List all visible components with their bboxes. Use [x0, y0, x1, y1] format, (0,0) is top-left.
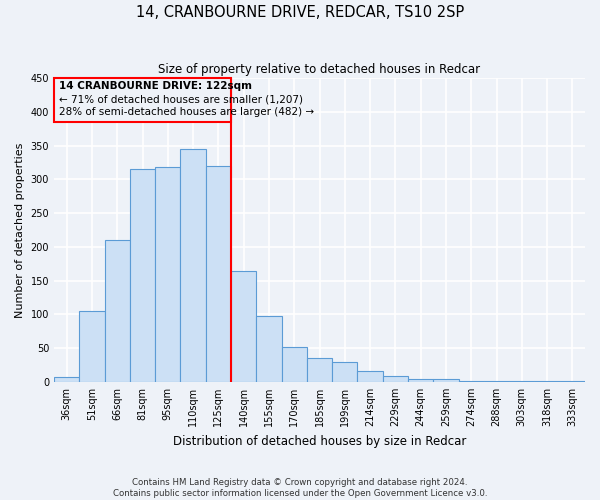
Bar: [256, 316, 281, 382]
Bar: [231, 270, 256, 382]
Bar: [79, 311, 104, 382]
X-axis label: Distribution of detached houses by size in Redcar: Distribution of detached houses by size …: [173, 434, 466, 448]
Bar: [104, 240, 130, 382]
Text: Contains HM Land Registry data © Crown copyright and database right 2024.
Contai: Contains HM Land Registry data © Crown c…: [113, 478, 487, 498]
Y-axis label: Number of detached properties: Number of detached properties: [15, 142, 25, 318]
Text: 14, CRANBOURNE DRIVE, REDCAR, TS10 2SP: 14, CRANBOURNE DRIVE, REDCAR, TS10 2SP: [136, 5, 464, 20]
Title: Size of property relative to detached houses in Redcar: Size of property relative to detached ho…: [158, 62, 481, 76]
Bar: [307, 358, 332, 382]
Bar: [383, 376, 408, 382]
Text: ← 71% of detached houses are smaller (1,207): ← 71% of detached houses are smaller (1,…: [59, 94, 303, 104]
Bar: [54, 377, 79, 382]
Bar: [206, 166, 231, 382]
Bar: [155, 167, 181, 382]
Bar: [130, 168, 155, 382]
Bar: [358, 371, 383, 382]
Bar: [433, 378, 458, 382]
Bar: [408, 378, 433, 382]
Bar: [181, 149, 206, 382]
Bar: [281, 348, 307, 382]
Bar: [332, 362, 358, 382]
FancyBboxPatch shape: [54, 78, 231, 122]
Text: 14 CRANBOURNE DRIVE: 122sqm: 14 CRANBOURNE DRIVE: 122sqm: [59, 82, 252, 92]
Text: 28% of semi-detached houses are larger (482) →: 28% of semi-detached houses are larger (…: [59, 107, 314, 117]
